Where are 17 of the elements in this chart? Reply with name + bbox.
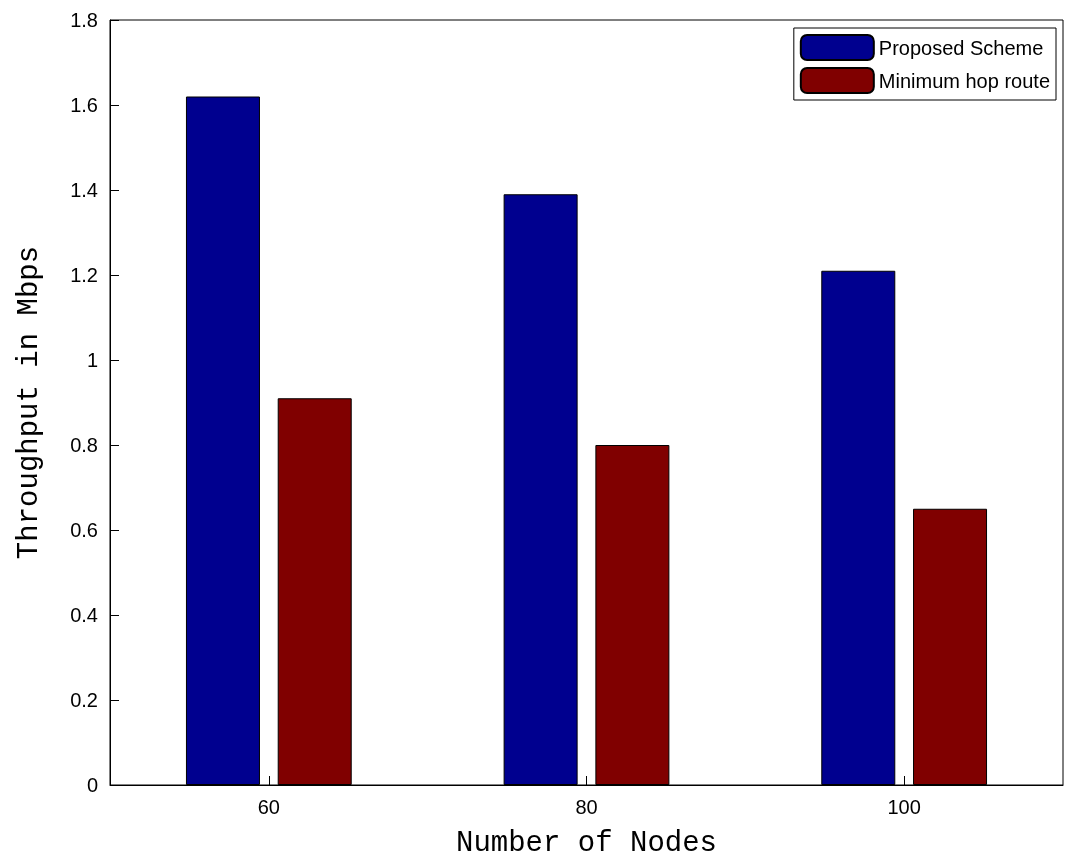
x-tick-label: 100	[887, 796, 921, 818]
y-tick-label: 1.2	[70, 264, 98, 286]
y-tick-label: 1.4	[70, 179, 98, 201]
legend-label: Proposed Scheme	[878, 36, 1044, 59]
x-axis-title: Number of Nodes	[455, 827, 718, 860]
y-tick-label: 1	[86, 349, 98, 371]
y-tick-label: 1.6	[70, 94, 98, 116]
y-axis-title: Throughput in Mbps	[13, 245, 46, 560]
y-tick-label: 1.8	[70, 9, 98, 31]
x-tick-label: 60	[257, 796, 280, 818]
x-tick-label: 80	[575, 796, 598, 818]
y-tick-label: 0.2	[70, 689, 98, 711]
legend-label: Minimum hop route	[878, 69, 1051, 92]
y-tick-label: 0	[86, 774, 98, 796]
y-tick-label: 0.4	[70, 604, 98, 626]
y-tick-label: 0.6	[70, 519, 98, 541]
y-tick-label: 0.8	[70, 434, 98, 456]
